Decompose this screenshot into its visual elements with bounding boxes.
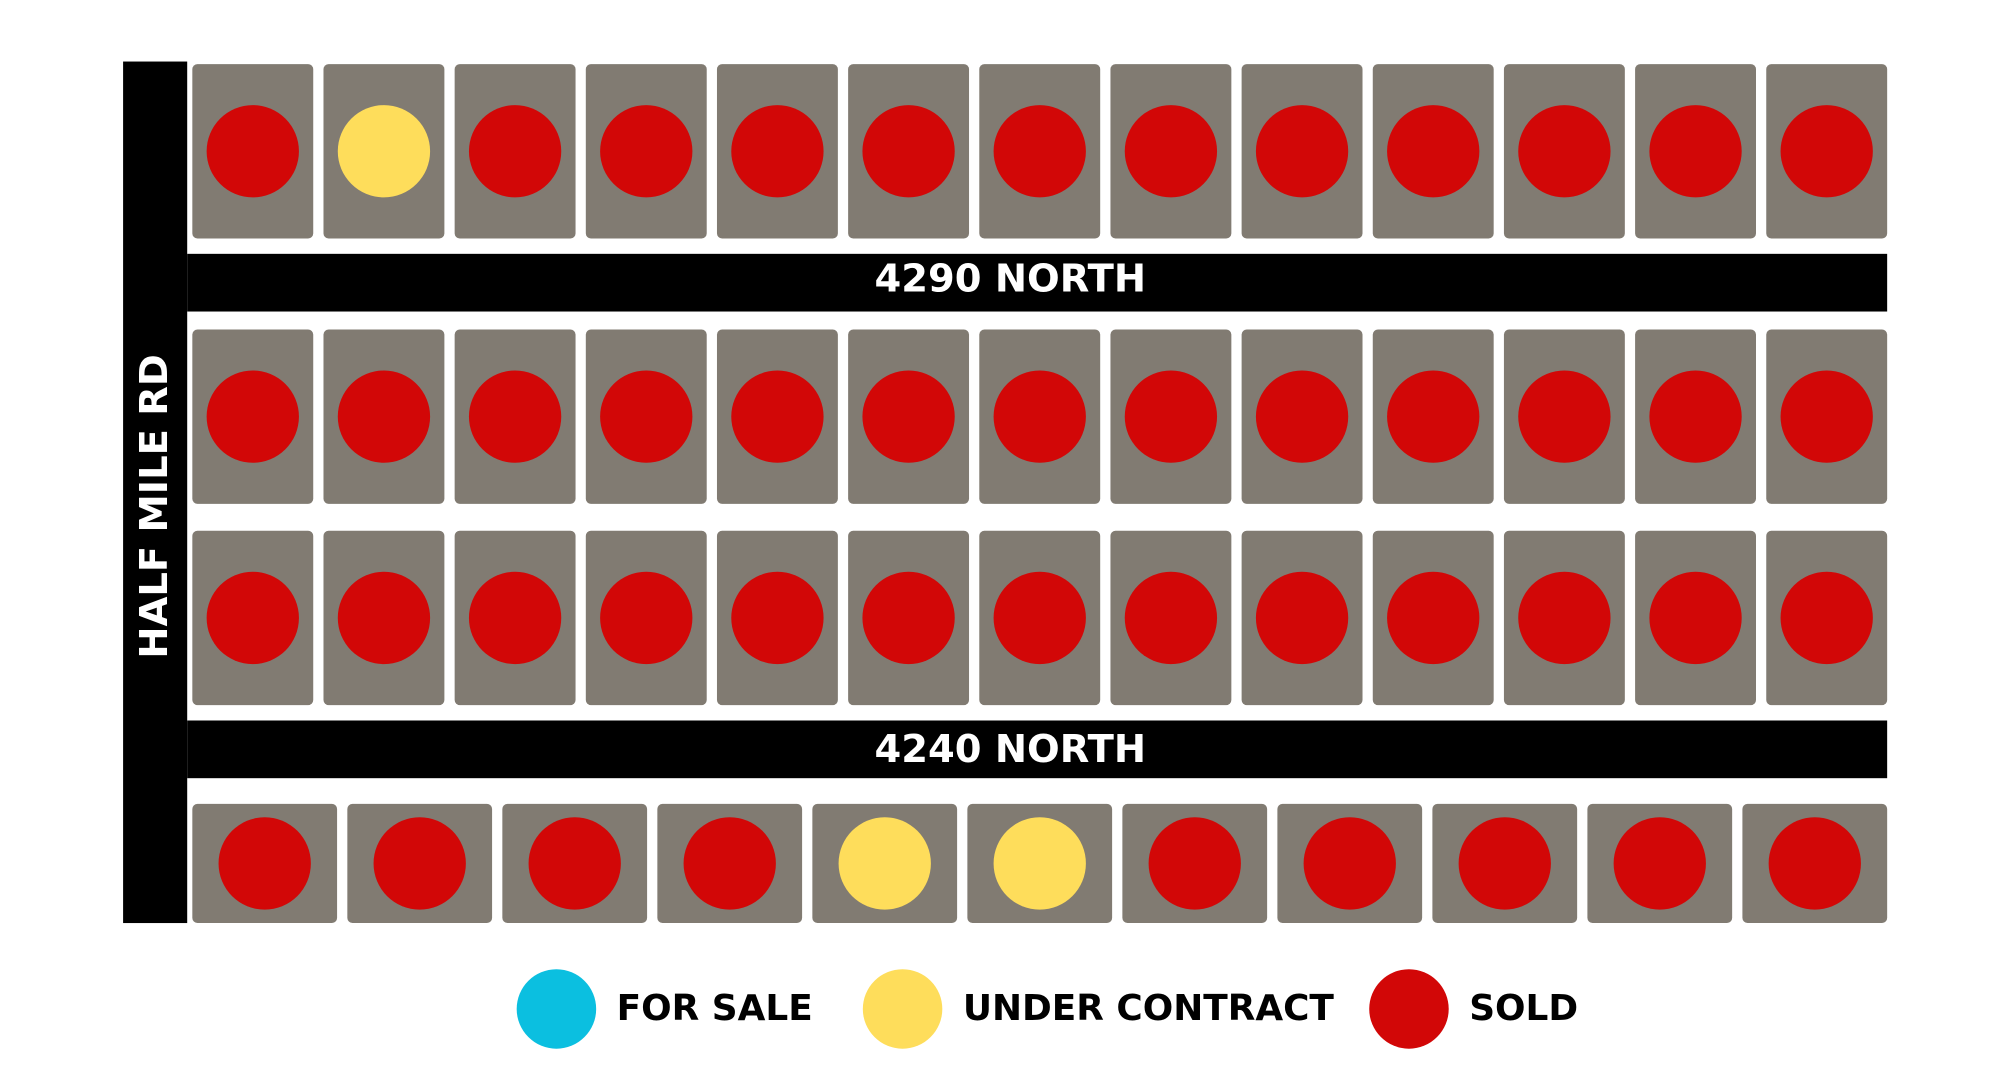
lot-status: [1780, 370, 1873, 463]
lot-status: [206, 370, 299, 463]
lot-status: [528, 817, 621, 910]
lot-status: [993, 817, 1086, 910]
lot-status: [1387, 105, 1480, 198]
lot-status: [337, 571, 431, 665]
lot-status: [731, 370, 824, 463]
lot-status: [993, 370, 1086, 463]
lot-status: [1124, 370, 1218, 463]
road-label: 4240 NORTH: [874, 727, 1146, 772]
legend-label: SOLD: [1469, 988, 1578, 1029]
legend-swatch: [862, 969, 943, 1049]
lot-status: [1124, 105, 1218, 198]
lot-status: [1255, 370, 1349, 463]
lot-status: [468, 370, 562, 463]
lot-status: [337, 370, 431, 463]
lot-status: [1124, 571, 1218, 665]
lot-status: [1649, 571, 1742, 665]
lot-status: [1780, 105, 1873, 198]
lot-status: [1458, 817, 1551, 910]
lot-status: [468, 571, 562, 665]
road: [123, 61, 188, 924]
lot-status: [1255, 105, 1349, 198]
legend-swatch: [1369, 969, 1449, 1049]
road: [187, 720, 1888, 779]
lot-status: [218, 817, 311, 910]
lot-status: [1780, 571, 1873, 665]
lot-status: [1303, 817, 1396, 910]
lot-status: [1387, 571, 1480, 665]
lot-status: [206, 571, 299, 665]
lot-status: [731, 571, 824, 665]
lot-status: [683, 817, 776, 910]
lot-status: [1255, 571, 1349, 665]
lot-status: [468, 105, 562, 198]
lot-status: [1649, 105, 1742, 198]
road-label: 4290 NORTH: [874, 256, 1146, 301]
legend-swatch: [516, 969, 597, 1049]
lot-status: [600, 105, 693, 198]
lot-status: [1148, 817, 1241, 910]
lot-status: [373, 817, 466, 910]
road-label: HALF MILE RD: [132, 354, 177, 658]
lot-status: [993, 105, 1086, 198]
lot-status: [1518, 370, 1611, 463]
lot-status: [600, 571, 693, 665]
lot-status: [1649, 370, 1742, 463]
legend-label: FOR SALE: [617, 988, 813, 1029]
lot-status: [731, 105, 824, 198]
lot-status: [1768, 817, 1861, 910]
lot-status: [838, 817, 931, 910]
lot-status: [862, 370, 955, 463]
lot-status: [1613, 817, 1706, 910]
lot-status: [862, 571, 955, 665]
lot-status: [1387, 370, 1480, 463]
lot-status: [600, 370, 693, 463]
lot-status: [337, 105, 431, 198]
legend-label: UNDER CONTRACT: [963, 988, 1335, 1029]
lot-status: [206, 105, 299, 198]
lot-status: [1518, 105, 1611, 198]
lot-status: [1518, 571, 1611, 665]
lot-status: [862, 105, 955, 198]
road: [187, 253, 1888, 312]
lot-status: [993, 571, 1086, 665]
